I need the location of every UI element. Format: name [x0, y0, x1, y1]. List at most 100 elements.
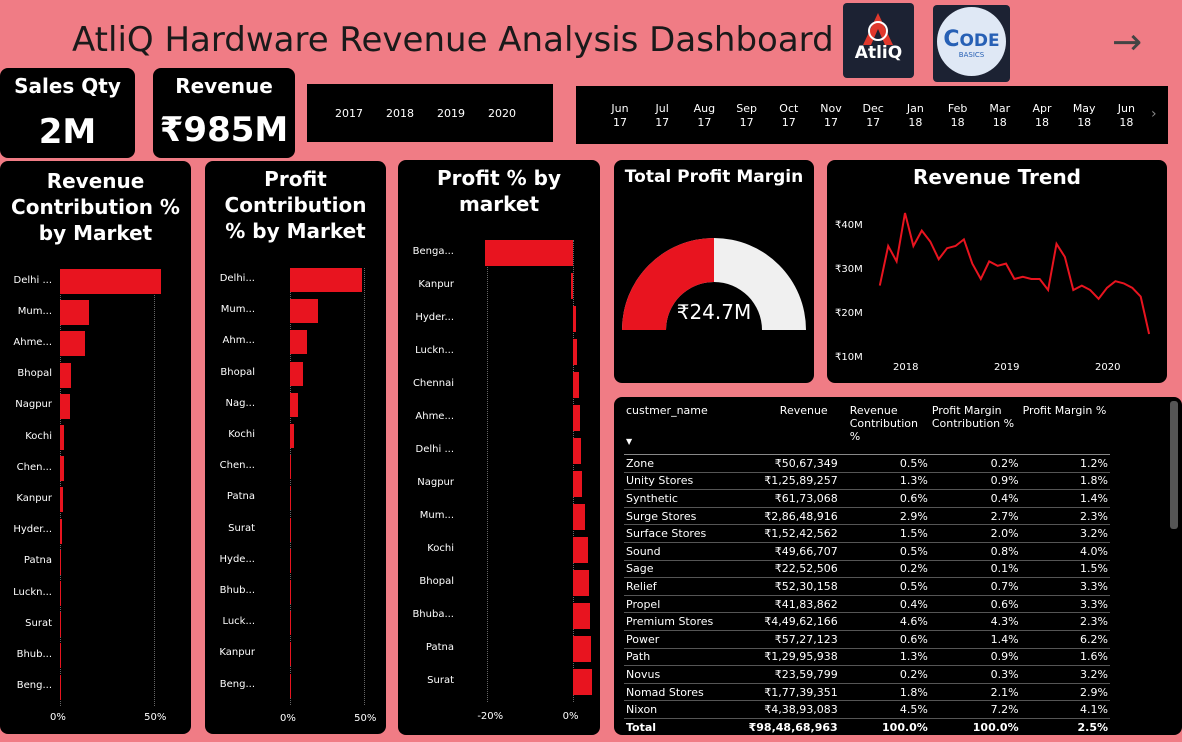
market-bar[interactable]: [290, 580, 291, 604]
market-bar[interactable]: [290, 548, 291, 573]
year-slicer-item[interactable]: 2018: [386, 107, 414, 120]
month-slicer-item[interactable]: Jun 17: [611, 102, 629, 129]
column-header-revenue-contribution[interactable]: Revenue Contribution %: [839, 404, 930, 455]
market-bar[interactable]: [60, 518, 62, 544]
market-bar[interactable]: [290, 517, 291, 542]
market-bar[interactable]: [290, 330, 308, 355]
table-row[interactable]: Relief ₹52,30,158 0.5% 0.7% 3.3%: [624, 577, 1110, 596]
month-slicer-item[interactable]: Sep 17: [736, 102, 757, 129]
market-bar[interactable]: [60, 674, 61, 700]
table-row[interactable]: Zone ₹50,67,349 0.5% 0.2% 1.2%: [624, 454, 1110, 473]
table-row[interactable]: Nixon ₹4,38,93,083 4.5% 7.2% 4.1%: [624, 700, 1110, 719]
year-slicer-item[interactable]: 2019: [437, 107, 465, 120]
market-bar[interactable]: [290, 424, 295, 448]
market-bar[interactable]: [290, 455, 292, 480]
next-page-arrow-icon[interactable]: →: [1112, 22, 1143, 63]
year-slicer-item[interactable]: 2020: [488, 107, 516, 120]
month-slicer-item[interactable]: Jul 17: [655, 102, 670, 129]
market-bar[interactable]: [290, 392, 299, 417]
table-cell: 3.2%: [1020, 524, 1110, 543]
profit-contribution-panel: Profit Contribution % by Market 0% 50% Del…: [205, 161, 386, 734]
column-header-profit-margin[interactable]: Profit Margin %: [1020, 404, 1110, 455]
table-cell: Nixon: [624, 700, 739, 719]
market-bar[interactable]: [572, 537, 588, 563]
market-bar[interactable]: [572, 306, 576, 332]
table-row[interactable]: Surface Stores ₹1,52,42,562 1.5% 2.0% 3.2%: [624, 524, 1110, 543]
column-header-customer[interactable]: custmer_name ▼: [624, 404, 739, 455]
market-bar[interactable]: [290, 361, 304, 386]
table-cell: 1.4%: [1020, 489, 1110, 508]
market-bar[interactable]: [60, 300, 90, 326]
table-row[interactable]: Path ₹1,29,95,938 1.3% 0.9% 1.6%: [624, 648, 1110, 667]
table-row[interactable]: Surge Stores ₹2,86,48,916 2.9% 2.7% 2.3%: [624, 507, 1110, 526]
month-slicer-item[interactable]: Feb 18: [947, 102, 968, 129]
market-bar[interactable]: [570, 273, 573, 299]
month-slicer-item[interactable]: Dec 17: [862, 102, 884, 129]
table-row[interactable]: Novus ₹23,59,799 0.2% 0.3% 3.2%: [624, 665, 1110, 684]
market-bar[interactable]: [60, 425, 64, 450]
market-bar[interactable]: [572, 603, 590, 629]
revenue-value: ₹985M: [159, 110, 289, 150]
market-label: Chen...: [219, 460, 255, 472]
market-bar[interactable]: [572, 570, 589, 596]
sort-desc-icon[interactable]: ▼: [626, 437, 633, 446]
table-cell: ₹57,27,123: [738, 630, 840, 649]
market-bar[interactable]: [60, 269, 161, 294]
month-slicer-item[interactable]: Apr 18: [1032, 102, 1052, 129]
table-cell: 4.0%: [1020, 542, 1110, 561]
dashboard-title: AtliQ Hardware Revenue Analysis Dashboar…: [72, 20, 834, 60]
table-row[interactable]: Sound ₹49,66,707 0.5% 0.8% 4.0%: [624, 542, 1110, 561]
market-bar[interactable]: [60, 549, 61, 575]
month-slicer-item[interactable]: Mar 18: [989, 102, 1011, 129]
market-bar[interactable]: [572, 669, 592, 695]
month-slicer-item[interactable]: Nov 17: [820, 102, 842, 129]
market-label: Luckn...: [415, 345, 454, 356]
market-bar[interactable]: [290, 673, 291, 698]
market-bar[interactable]: [572, 636, 591, 662]
market-bar[interactable]: [60, 331, 86, 357]
month-slicer-item[interactable]: May 18: [1072, 102, 1096, 129]
table-cell: ₹1,29,95,938: [738, 648, 840, 667]
table-scrollbar[interactable]: [1170, 401, 1178, 529]
market-bar[interactable]: [60, 393, 71, 419]
market-bar[interactable]: [60, 643, 61, 669]
table-row[interactable]: Sage ₹22,52,506 0.2% 0.1% 1.5%: [624, 560, 1110, 579]
market-bar[interactable]: [60, 456, 64, 482]
market-bar[interactable]: [290, 642, 291, 667]
table-row[interactable]: Nomad Stores ₹1,77,39,351 1.8% 2.1% 2.9%: [624, 683, 1110, 702]
table-cell: Sound: [624, 542, 739, 561]
month-slicer-item[interactable]: Jun 18: [1117, 102, 1135, 129]
table-cell: 3.3%: [1020, 595, 1110, 614]
month-slicer-item[interactable]: Oct 17: [779, 102, 799, 129]
market-bar[interactable]: [60, 581, 61, 606]
atliq-logo-text: AtliQ: [854, 43, 903, 63]
market-bar[interactable]: [572, 339, 577, 365]
market-bar[interactable]: [572, 372, 580, 398]
market-bar[interactable]: [60, 612, 61, 638]
year-slicer-item[interactable]: 2017: [335, 107, 363, 120]
table-total-row[interactable]: Total ₹98,48,68,963 100.0% 100.0% 2.5%: [624, 717, 1110, 736]
column-header-profit-margin-contribution[interactable]: Profit Margin Contribution %: [929, 404, 1021, 455]
slicer-scroll-right-icon[interactable]: ›: [1151, 106, 1157, 122]
market-bar[interactable]: [60, 487, 63, 513]
market-bar[interactable]: [290, 268, 362, 292]
market-bar[interactable]: [290, 299, 319, 324]
table-cell: 2.3%: [1020, 507, 1110, 526]
table-row[interactable]: Propel ₹41,83,862 0.4% 0.6% 3.3%: [624, 595, 1110, 614]
market-bar[interactable]: [290, 486, 291, 511]
market-bar[interactable]: [572, 405, 581, 431]
market-bar[interactable]: [572, 504, 586, 530]
table-row[interactable]: Unity Stores ₹1,25,89,257 1.3% 0.9% 1.8%: [624, 472, 1110, 491]
market-bar[interactable]: [572, 438, 582, 464]
market-bar[interactable]: [290, 611, 291, 636]
table-row[interactable]: Synthetic ₹61,73,068 0.6% 0.4% 1.4%: [624, 489, 1110, 508]
table-row[interactable]: Power ₹57,27,123 0.6% 1.4% 6.2%: [624, 630, 1110, 649]
market-bar[interactable]: [572, 471, 583, 497]
month-slicer-item[interactable]: Aug 17: [693, 102, 716, 129]
table-row[interactable]: Premium Stores ₹4,49,62,166 4.6% 4.3% 2.3%: [624, 612, 1110, 631]
column-header-revenue[interactable]: Revenue: [738, 404, 840, 455]
market-bar[interactable]: [485, 240, 573, 266]
market-bar[interactable]: [60, 362, 72, 388]
month-slicer-item[interactable]: Jan 18: [906, 102, 924, 129]
revenue-trend-line[interactable]: [878, 212, 1151, 335]
